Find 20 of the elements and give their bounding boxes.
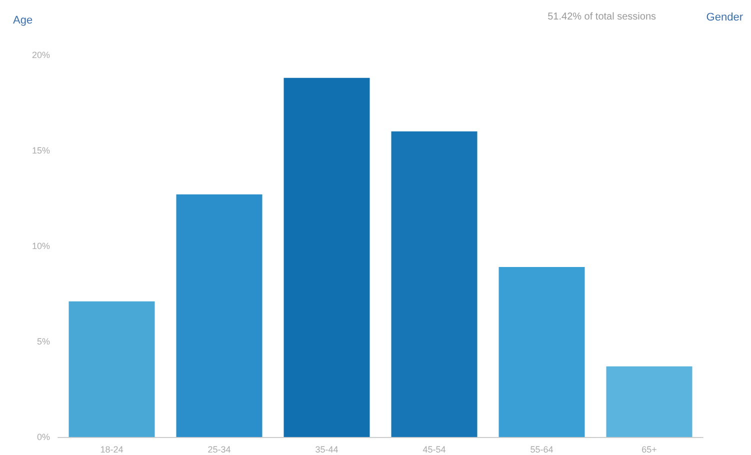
bar [284,78,370,437]
x-tick-label: 55-64 [530,444,554,454]
x-tick-label: 25-34 [208,444,231,454]
x-tick-label: 65+ [642,444,657,454]
x-tick-label: 35-44 [315,444,338,454]
y-tick-label: 15% [32,146,50,156]
y-tick-label: 20% [32,50,50,60]
y-tick-label: 0% [36,432,50,442]
bar [606,366,692,437]
x-tick-label: 45-54 [422,444,446,454]
bar [391,131,478,437]
x-tick-label: 18-24 [100,444,124,454]
y-tick-label: 10% [32,241,50,251]
y-tick-label: 5% [36,336,50,346]
bar [498,267,585,437]
text: 51.42% of total sessions [548,12,656,22]
text: Gender [706,12,744,24]
bar [68,301,155,437]
bar [176,194,262,437]
chart-title: Age [13,14,33,26]
